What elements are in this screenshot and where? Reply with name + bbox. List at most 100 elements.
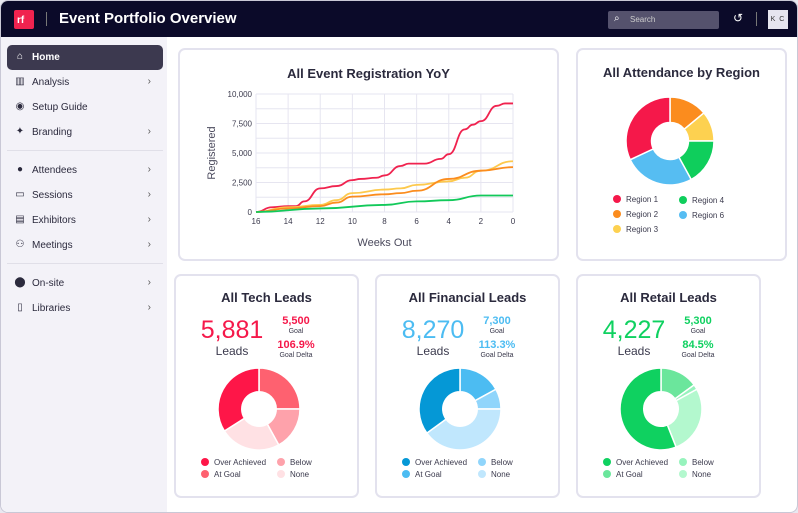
leads-label: Leads (215, 344, 249, 358)
legend-label: None (491, 470, 511, 479)
donut-slice-none[interactable] (666, 388, 703, 449)
home-icon: ⌂ (16, 51, 24, 62)
avatar[interactable]: K C (768, 10, 788, 29)
all-financial-leads-card: All Financial Leads 8,270 Leads 7,300 Go… (375, 274, 560, 498)
registration-card: All Event Registration YoY 16 14 12 10 8 6 4 2 0… (178, 48, 559, 261)
legend-swatch (201, 470, 209, 478)
logo[interactable]: rf (14, 10, 34, 29)
series-line-4 (255, 194, 513, 213)
goal-label: Goal (489, 328, 505, 335)
sidebar-item-sessions[interactable]: ▭ Sessions › (7, 183, 163, 208)
legend-label: Region 1 (626, 195, 659, 204)
chevron-right-icon: › (147, 126, 151, 137)
sidebar-item-label: Home (32, 52, 60, 63)
location-pin-icon: ⬤ (14, 277, 26, 288)
region-card: All Attendance by Region Region 1 Region … (576, 48, 787, 261)
legend-item: Over Achieved (603, 458, 668, 467)
sidebar-item-exhibitors[interactable]: ▤ Exhibitors › (7, 208, 163, 233)
x-tick-label: 4 (447, 217, 452, 226)
series-line-1 (255, 102, 513, 213)
x-tick-label: 12 (316, 217, 325, 226)
search-input[interactable]: ⌕ Search (608, 11, 719, 29)
leads-label: Leads (416, 344, 450, 358)
sidebar-item-analysis[interactable]: ▥ Analysis › (7, 70, 163, 95)
y-tick-label: 0 (248, 208, 253, 217)
legend-label: Region 2 (626, 210, 659, 219)
legend-item: Region 2 (613, 210, 658, 219)
legend-item: Region 1 (613, 195, 658, 204)
donut-slice-over-achieved[interactable] (217, 367, 260, 433)
series-line-3 (255, 166, 514, 213)
history-icon[interactable]: ↺ (733, 11, 744, 25)
goal-delta-label: Goal Delta (480, 352, 514, 359)
x-tick-label: 6 (414, 217, 419, 226)
legend-label: Over Achieved (616, 458, 669, 467)
sidebar-item-setup-guide[interactable]: ◉ Setup Guide (7, 95, 163, 120)
donut-slice-at-goal[interactable] (258, 367, 301, 410)
chevron-right-icon: › (147, 214, 151, 225)
y-tick-label: 7,500 (232, 120, 253, 129)
legend-label: Over Achieved (214, 458, 267, 467)
legend-label: None (290, 470, 310, 479)
card-title: All Tech Leads (221, 290, 312, 305)
x-tick-label: 14 (284, 217, 293, 226)
y-tick-label: 10,000 (228, 90, 253, 99)
chevron-right-icon: › (147, 239, 151, 250)
leads-count: 4,227 (602, 316, 666, 344)
legend-label: At Goal (616, 470, 643, 479)
sidebar-item-branding[interactable]: ✦ Branding › (7, 120, 163, 145)
donut-slice-over-achieved[interactable] (619, 367, 678, 451)
legend-item: Region 4 (679, 196, 724, 205)
chevron-right-icon: › (147, 189, 151, 200)
legend-label: Below (290, 458, 312, 467)
goal-label: Goal (690, 328, 706, 335)
sidebar-item-on-site[interactable]: ⬤ On-site › (7, 271, 163, 296)
series-line-2 (255, 160, 514, 213)
legend-swatch (603, 470, 611, 478)
sidebar-item-meetings[interactable]: ⚇ Meetings › (7, 233, 163, 258)
x-tick-label: 0 (511, 217, 516, 226)
legend-label: Below (491, 458, 513, 467)
sidebar-item-label: Attendees (32, 165, 78, 176)
sidebar-item-attendees[interactable]: ● Attendees › (7, 158, 163, 183)
divider (46, 12, 47, 26)
goal-label: Goal (288, 328, 304, 335)
book-icon: ▯ (17, 302, 23, 313)
donut-slice-region-1[interactable] (625, 96, 671, 161)
legend-item: At Goal (603, 470, 643, 479)
goal-delta-value: 106.9% (277, 339, 315, 351)
x-tick-label: 8 (382, 217, 387, 226)
legend-swatch (679, 470, 687, 478)
sparkle-icon: ✦ (15, 126, 25, 137)
legend-swatch (679, 196, 687, 204)
legend-swatch (402, 458, 410, 466)
legend-label: Below (692, 458, 714, 467)
goal-delta-label: Goal Delta (279, 352, 313, 359)
legend-item: Region 3 (613, 225, 658, 234)
legend-swatch (277, 470, 285, 478)
legend-swatch (201, 458, 209, 466)
sidebar-item-home[interactable]: ⌂ Home (7, 45, 163, 70)
legend-label: Region 3 (626, 225, 659, 234)
sidebar-item-label: On-site (32, 278, 65, 289)
legend-item: None (478, 470, 510, 479)
legend-item: Over Achieved (201, 458, 266, 467)
sidebar-item-label: Analysis (32, 77, 70, 88)
leads-label: Leads (617, 344, 651, 358)
goal-delta-label: Goal Delta (681, 352, 715, 359)
donut-slice-none[interactable] (425, 408, 502, 451)
sidebar-item-label: Sessions (32, 190, 73, 201)
chevron-right-icon: › (147, 164, 151, 175)
donut-slice-region-6[interactable] (629, 147, 693, 186)
leads-donut-chart (619, 367, 703, 451)
registration-line-chart: 16 14 12 10 8 6 4 2 0 0 2,500 5,000 7,500 10,000 Weeks… (206, 90, 516, 249)
group-icon: ⚇ (15, 239, 25, 250)
sidebar-item-libraries[interactable]: ▯ Libraries › (7, 296, 163, 321)
legend-swatch (679, 211, 687, 219)
goal-value: 5,500 (282, 315, 310, 327)
legend-label: At Goal (415, 470, 442, 479)
legend-swatch (402, 470, 410, 478)
legend-swatch (613, 225, 621, 233)
donut-slice-over-achieved[interactable] (418, 367, 461, 435)
